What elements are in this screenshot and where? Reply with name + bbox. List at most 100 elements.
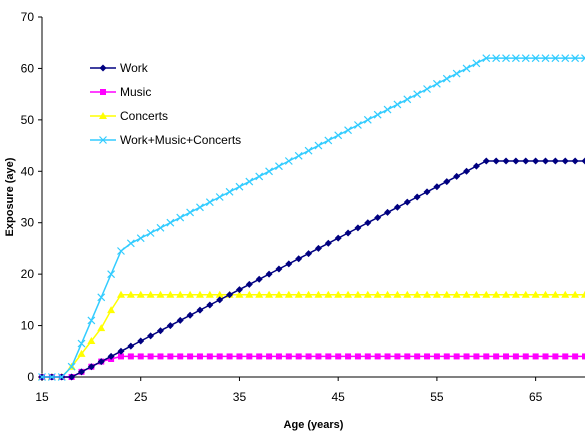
series-line bbox=[42, 57, 585, 378]
data-point bbox=[364, 219, 372, 227]
data-point bbox=[205, 198, 214, 207]
data-point bbox=[472, 59, 481, 68]
data-point bbox=[265, 270, 273, 278]
data-point bbox=[285, 260, 293, 268]
data-point bbox=[275, 353, 282, 360]
data-point bbox=[433, 353, 440, 360]
data-point bbox=[225, 187, 234, 196]
data-point bbox=[344, 290, 353, 298]
data-point bbox=[512, 157, 520, 165]
data-point bbox=[393, 203, 401, 211]
data-point bbox=[423, 188, 431, 196]
data-point bbox=[324, 290, 333, 298]
series-concerts bbox=[38, 290, 585, 380]
data-point bbox=[196, 306, 204, 314]
data-point bbox=[284, 290, 293, 298]
data-point bbox=[255, 172, 264, 181]
data-point bbox=[433, 183, 441, 191]
data-point bbox=[394, 353, 401, 360]
data-point bbox=[77, 349, 86, 357]
data-point bbox=[87, 337, 96, 344]
data-point bbox=[542, 157, 550, 165]
data-point bbox=[463, 167, 471, 175]
x-axis-title: Age (years) bbox=[284, 419, 344, 431]
data-point bbox=[363, 115, 372, 124]
x-tick-label: 15 bbox=[35, 390, 49, 404]
data-point bbox=[413, 90, 422, 99]
data-point bbox=[235, 286, 243, 294]
data-point bbox=[304, 146, 313, 155]
data-point bbox=[581, 54, 585, 63]
data-point bbox=[442, 290, 451, 298]
data-point bbox=[136, 234, 145, 243]
legend-entry: Work bbox=[90, 61, 149, 75]
legend-label: Music bbox=[120, 85, 151, 99]
data-point bbox=[423, 85, 431, 93]
data-point bbox=[472, 290, 481, 298]
legend-marker bbox=[99, 112, 107, 119]
data-point bbox=[236, 353, 243, 360]
data-point bbox=[77, 339, 86, 348]
data-point bbox=[166, 322, 174, 330]
data-point bbox=[413, 290, 422, 298]
data-point bbox=[562, 353, 569, 360]
legend-label: Work bbox=[120, 61, 149, 75]
data-point bbox=[344, 126, 352, 135]
data-point bbox=[77, 368, 85, 376]
data-point bbox=[216, 353, 223, 360]
legend-label: Concerts bbox=[120, 109, 168, 123]
data-point bbox=[502, 157, 510, 165]
data-point bbox=[215, 193, 224, 201]
x-tick-label: 45 bbox=[332, 390, 346, 404]
data-point bbox=[186, 208, 195, 217]
data-point bbox=[255, 275, 263, 283]
data-point bbox=[294, 290, 303, 298]
data-point bbox=[235, 290, 244, 298]
data-point bbox=[137, 353, 144, 360]
data-point bbox=[325, 353, 332, 360]
data-point bbox=[571, 290, 580, 298]
data-point bbox=[137, 337, 145, 345]
data-point bbox=[116, 290, 125, 298]
data-point bbox=[492, 157, 500, 165]
data-point bbox=[166, 218, 175, 227]
data-point bbox=[147, 353, 154, 360]
data-point bbox=[393, 290, 402, 298]
data-point bbox=[57, 373, 66, 381]
data-point bbox=[196, 353, 203, 360]
data-point bbox=[324, 136, 333, 145]
data-point bbox=[463, 353, 470, 360]
data-point bbox=[552, 353, 559, 360]
data-point bbox=[334, 234, 342, 242]
data-point bbox=[511, 54, 520, 63]
x-tick-label: 55 bbox=[430, 390, 444, 404]
data-point bbox=[572, 353, 579, 360]
data-point bbox=[167, 353, 174, 360]
data-point bbox=[511, 290, 520, 298]
y-tick-label: 40 bbox=[21, 164, 35, 178]
y-tick-label: 10 bbox=[21, 319, 35, 333]
data-point bbox=[453, 172, 461, 180]
data-point bbox=[126, 239, 135, 248]
data-point bbox=[205, 290, 214, 298]
data-point bbox=[335, 353, 342, 360]
data-point bbox=[146, 290, 155, 298]
data-point bbox=[285, 353, 292, 360]
data-point bbox=[127, 342, 135, 350]
data-point bbox=[354, 121, 362, 129]
data-point bbox=[127, 353, 134, 360]
data-point bbox=[226, 353, 233, 360]
data-point bbox=[266, 353, 273, 360]
data-point bbox=[126, 290, 135, 298]
data-point bbox=[107, 352, 115, 360]
data-point bbox=[384, 353, 391, 360]
data-point bbox=[206, 353, 213, 360]
data-point bbox=[531, 290, 540, 298]
series-line bbox=[42, 355, 585, 378]
data-point bbox=[424, 353, 431, 360]
data-point bbox=[265, 167, 273, 176]
data-point bbox=[521, 54, 530, 63]
data-point bbox=[383, 105, 392, 114]
data-point bbox=[374, 214, 382, 222]
data-point bbox=[176, 213, 185, 222]
